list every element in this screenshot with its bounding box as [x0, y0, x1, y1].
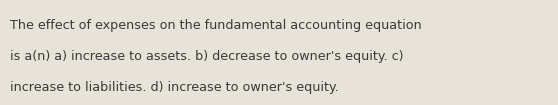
Text: The effect of expenses on the fundamental accounting equation: The effect of expenses on the fundamenta…	[10, 19, 422, 32]
Text: is a(n) a) increase to assets. b) decrease to owner's equity. c): is a(n) a) increase to assets. b) decrea…	[10, 50, 403, 63]
Text: increase to liabilities. d) increase to owner's equity.: increase to liabilities. d) increase to …	[10, 81, 339, 94]
